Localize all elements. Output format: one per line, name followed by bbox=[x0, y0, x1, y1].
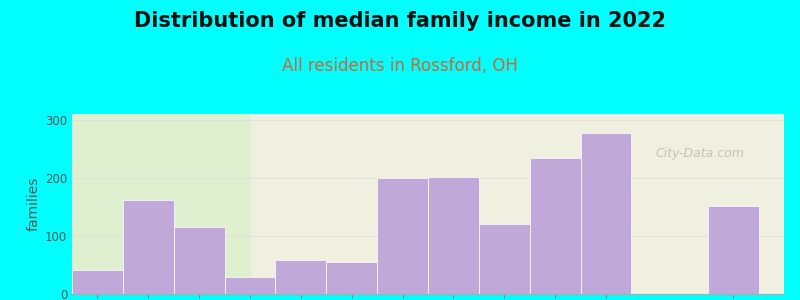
Bar bbox=[377, 178, 428, 294]
Bar bbox=[530, 158, 581, 294]
Bar bbox=[72, 114, 250, 294]
Bar bbox=[326, 262, 377, 294]
Bar bbox=[174, 227, 225, 294]
Bar bbox=[708, 206, 758, 294]
Text: City-Data.com: City-Data.com bbox=[656, 147, 745, 160]
Bar bbox=[225, 277, 275, 294]
Y-axis label: families: families bbox=[26, 177, 41, 231]
Bar bbox=[275, 260, 326, 294]
Bar bbox=[581, 133, 631, 294]
Text: All residents in Rossford, OH: All residents in Rossford, OH bbox=[282, 57, 518, 75]
Bar bbox=[72, 270, 123, 294]
Bar bbox=[479, 224, 530, 294]
Bar bbox=[123, 200, 174, 294]
Text: Distribution of median family income in 2022: Distribution of median family income in … bbox=[134, 11, 666, 31]
Bar bbox=[428, 177, 479, 294]
